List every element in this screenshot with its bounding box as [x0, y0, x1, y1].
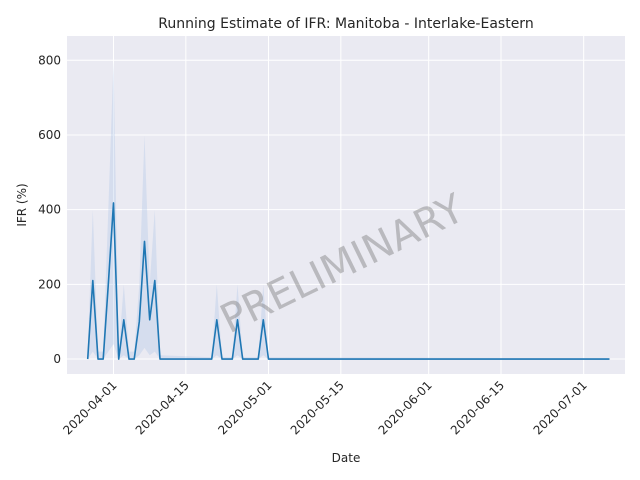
x-tick-label: 2020-06-01 [376, 378, 435, 437]
plot-background [67, 36, 625, 374]
x-axis-title: Date [332, 451, 361, 465]
confidence-band [87, 60, 610, 360]
y-tick-label: 200 [38, 277, 61, 291]
x-tick-layer: 2020-04-01 2020-04-15 2020-05-01 2020-05-15… [60, 378, 589, 437]
y-tick-label: 600 [38, 128, 61, 142]
band-layer [87, 60, 610, 360]
y-tick-label: 800 [38, 53, 61, 67]
chart-title: Running Estimate of IFR: Manitoba - Inte… [158, 16, 533, 32]
x-tick-label: 2020-05-15 [288, 378, 347, 437]
y-axis-title: IFR (%) [15, 183, 29, 226]
x-tick-label: 2020-05-01 [215, 378, 274, 437]
grid-layer [67, 36, 625, 374]
y-tick-label: 400 [38, 203, 61, 217]
x-tick-label: 2020-04-01 [60, 378, 119, 437]
y-tick-label: 0 [53, 352, 61, 366]
x-tick-label: 2020-04-15 [133, 378, 192, 437]
x-tick-label: 2020-06-15 [448, 378, 507, 437]
ifr-series-line [86, 202, 610, 360]
line-layer [86, 202, 610, 360]
x-tick-label: 2020-07-01 [531, 378, 590, 437]
y-tick-layer: 0 200 400 600 800 [38, 53, 61, 366]
